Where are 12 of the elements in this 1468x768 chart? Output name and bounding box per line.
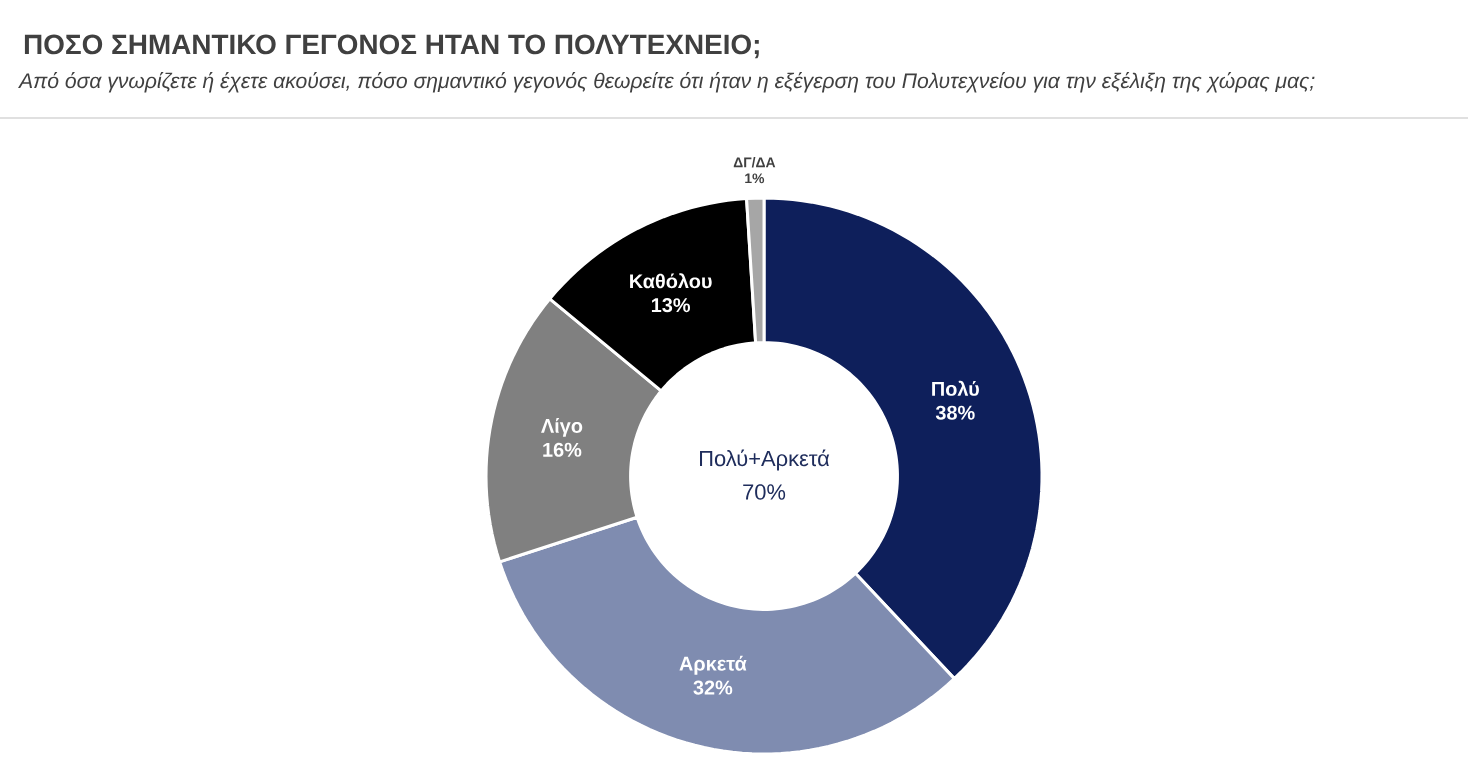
data-label: 16% [543,442,582,457]
slice-label: Καθόλου [630,273,712,289]
chart-subtitle: Από όσα γνωρίζετε ή έχετε ακούσει, πόσο σημαντικό γεγονός θεωρείτε ότι ήταν η εξέγερση του Πολυτεχνείου για την εξέλιξη της χώρας μας; [18,72,1315,93]
slice-label: Λίγο [541,418,583,437]
text: 70% [743,484,786,500]
chart-title: ΠΟΣΟ ΣΗΜΑΝΤΙΚΟ ΓΕΓΟΝΟΣ ΗΤΑΝ ΤΟ ΠΟΛΥΤΕΧΝΕΙΟ; [24,34,759,59]
data-label: 32% [693,680,733,695]
slice-label: Πολύ [932,380,979,396]
text: Πολύ+Αρκετά [700,449,830,471]
data-label: 38% [935,405,975,420]
data-label: 13% [651,298,691,313]
slice-label: Αρκετά [679,655,747,675]
